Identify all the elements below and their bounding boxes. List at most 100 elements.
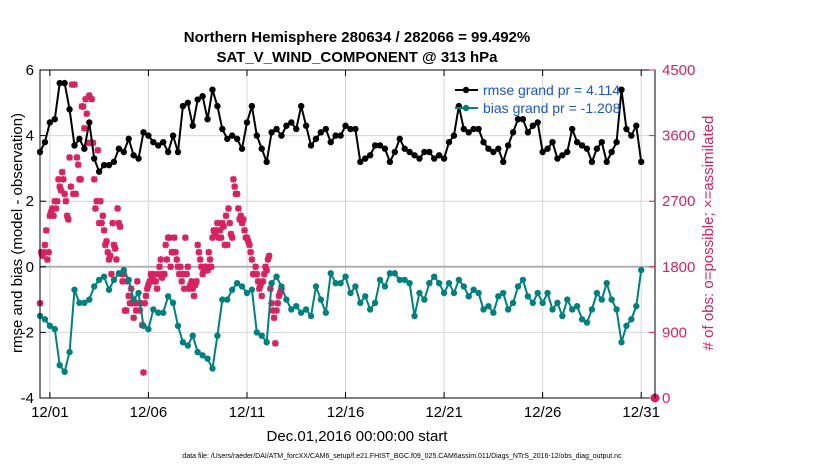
rmse-point (401, 145, 408, 152)
obs-assimilated-marker (157, 256, 165, 263)
obs-assimilated-marker (263, 267, 271, 274)
rmse-point (155, 142, 162, 149)
obs-assimilated-marker (44, 256, 51, 263)
rmse-point (366, 152, 374, 159)
obs-assimilated-marker (96, 197, 104, 205)
obs-assimilated-marker (231, 183, 239, 191)
obs-assimilated-marker (73, 154, 81, 161)
bias-point (564, 296, 571, 303)
obs-assimilated-marker (237, 212, 245, 220)
bias-point (224, 296, 231, 303)
obs-assimilated-marker (57, 186, 65, 194)
obs-assimilated-marker (106, 252, 114, 260)
bias-point (56, 362, 63, 369)
obs-assimilated-marker (190, 292, 198, 300)
rmse-point (302, 122, 310, 129)
y-tick-label-left: 6 (26, 62, 34, 79)
obs-assimilated-marker (178, 277, 186, 285)
obs-assimilated-marker (205, 248, 213, 256)
bias-point (357, 299, 364, 307)
bias-point (391, 270, 399, 277)
rmse-point (337, 132, 344, 139)
rmse-point (219, 125, 226, 133)
bias-point (268, 280, 275, 287)
rmse-point (342, 122, 349, 129)
bias-point (209, 365, 216, 372)
obs-assimilated-marker (72, 190, 80, 198)
rmse-point (628, 132, 635, 139)
obs-assimilated-marker (140, 369, 147, 376)
rmse-point (544, 145, 551, 152)
rmse-point (86, 119, 93, 126)
rmse-point (485, 145, 492, 152)
legend-bias-label: bias grand pr = -1.208 (483, 100, 621, 116)
rmse-point (431, 155, 438, 162)
bias-point (608, 296, 615, 303)
bias-point (46, 322, 54, 330)
bias-point (445, 280, 453, 287)
obs-assimilated-marker (133, 277, 141, 285)
bias-point (164, 293, 172, 300)
obs-assimilated-marker (183, 270, 190, 278)
bias-point (115, 270, 123, 277)
rmse-point (61, 79, 68, 87)
bias-point (253, 329, 261, 336)
bias-point (297, 309, 305, 316)
obs-assimilated-marker (230, 175, 237, 183)
bias-point (588, 306, 596, 313)
bias-point (381, 283, 389, 290)
rmse-point (224, 135, 231, 143)
obs-assimilated-marker (80, 124, 88, 132)
obs-assimilated-marker (66, 154, 73, 161)
rmse-point (376, 142, 384, 149)
bias-point (603, 280, 610, 287)
rmse-point (312, 135, 320, 143)
bias-point (228, 286, 236, 293)
bias-series (36, 266, 645, 375)
obs-assimilated-marker (125, 292, 133, 300)
rmse-point (470, 125, 477, 133)
bias-point (169, 299, 177, 307)
bias-point (238, 283, 246, 290)
bias-point (248, 286, 256, 293)
bias-point (332, 280, 339, 287)
x-tick-label: 12/11 (229, 404, 265, 421)
bias-point (71, 286, 78, 293)
obs-assimilated-marker (172, 248, 179, 256)
obs-assimilated-marker (181, 234, 189, 242)
bias-point (81, 299, 88, 307)
bias-point (362, 293, 369, 300)
rmse-point (268, 129, 275, 136)
rmse-point (603, 158, 610, 166)
bias-point (514, 283, 522, 290)
bias-point (500, 289, 507, 297)
rmse-point (194, 96, 201, 103)
rmse-point (371, 142, 379, 149)
obs-assimilated-marker (74, 161, 82, 169)
obs-assimilated-marker (99, 212, 107, 220)
legend: rmse grand pr = 4.114 bias grand pr = -1… (455, 82, 621, 116)
obs-assimilated-marker (270, 314, 278, 322)
rmse-point (495, 145, 502, 152)
rmse-point (243, 119, 251, 126)
obs-assimilated-marker (246, 241, 253, 249)
bias-point (342, 273, 349, 280)
rmse-point (564, 148, 571, 156)
bias-point (189, 332, 196, 339)
obs-assimilated-marker (258, 292, 266, 300)
bias-point (283, 296, 290, 303)
y-axis-label-left: rmse and bias (model - observation) (9, 113, 26, 353)
bias-point (613, 306, 620, 313)
bias-point (302, 306, 310, 313)
obs-assimilated-marker (58, 168, 66, 176)
rmse-point (81, 145, 88, 152)
bias-point (598, 296, 605, 303)
rmse-point (95, 168, 103, 175)
y-tick-label-left: 2 (26, 193, 34, 210)
x-axis-label: Dec.01,2016 00:00:00 start (267, 428, 449, 445)
bias-point (120, 266, 127, 274)
rmse-point (381, 145, 389, 152)
obs-assimilated-marker (113, 256, 120, 263)
rmse-point (307, 142, 315, 149)
